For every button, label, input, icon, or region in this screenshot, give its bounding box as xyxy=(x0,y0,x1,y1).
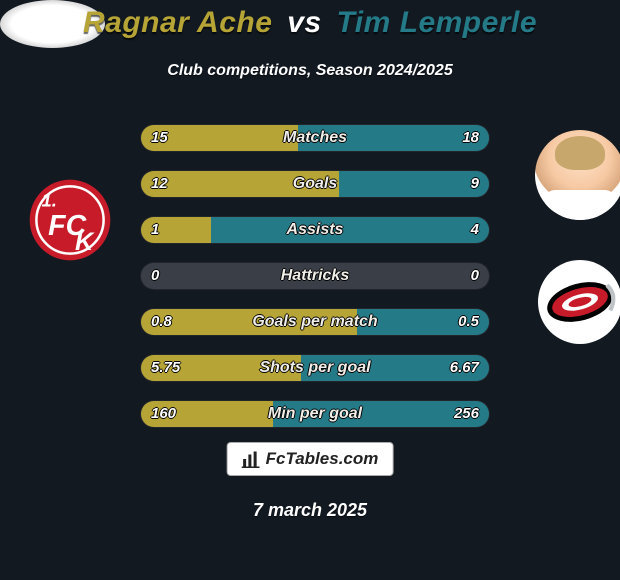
stat-value-right: 256 xyxy=(454,401,479,427)
player2-name: Tim Lemperle xyxy=(336,6,537,39)
stat-label: Goals xyxy=(141,171,489,197)
stat-value-right: 0 xyxy=(471,263,479,289)
player1-club-crest: 1. FC K xyxy=(28,178,112,262)
stat-row: 5.75 Shots per goal 6.67 xyxy=(140,354,490,382)
stat-label: Assists xyxy=(141,217,489,243)
stat-label: Min per goal xyxy=(141,401,489,427)
fck-crest-icon: 1. FC K xyxy=(28,178,112,262)
stat-row: 15 Matches 18 xyxy=(140,124,490,152)
stat-row: 1 Assists 4 xyxy=(140,216,490,244)
player2-club-crest xyxy=(538,260,620,344)
stat-label: Hattricks xyxy=(141,263,489,289)
site-name: FcTables.com xyxy=(266,449,379,469)
stat-label: Shots per goal xyxy=(141,355,489,381)
stat-label: Matches xyxy=(141,125,489,151)
comparison-card: { "title": { "player1": "Ragnar Ache", "… xyxy=(0,0,620,580)
stat-row: 0 Hattricks 0 xyxy=(140,262,490,290)
page-title: Ragnar Ache vs Tim Lemperle xyxy=(0,6,620,40)
stat-row: 0.8 Goals per match 0.5 xyxy=(140,308,490,336)
stat-label: Goals per match xyxy=(141,309,489,335)
subtitle: Club competitions, Season 2024/2025 xyxy=(0,62,620,80)
stat-value-right: 18 xyxy=(462,125,479,151)
stat-bars: 15 Matches 18 12 Goals 9 1 Assists 4 0 H… xyxy=(140,124,490,446)
snapshot-date: 7 march 2025 xyxy=(0,500,620,521)
player2-avatar xyxy=(535,130,620,220)
stat-value-right: 4 xyxy=(471,217,479,243)
stat-value-right: 9 xyxy=(471,171,479,197)
player1-name: Ragnar Ache xyxy=(83,6,272,39)
swirl-crest-icon xyxy=(538,260,620,344)
vs-label: vs xyxy=(287,6,321,39)
stat-row: 12 Goals 9 xyxy=(140,170,490,198)
site-badge[interactable]: FcTables.com xyxy=(227,442,394,476)
bars-icon xyxy=(242,450,260,468)
svg-text:1.: 1. xyxy=(41,190,56,211)
svg-text:K: K xyxy=(75,228,95,256)
stat-row: 160 Min per goal 256 xyxy=(140,400,490,428)
stat-value-right: 6.67 xyxy=(450,355,479,381)
stat-value-right: 0.5 xyxy=(458,309,479,335)
